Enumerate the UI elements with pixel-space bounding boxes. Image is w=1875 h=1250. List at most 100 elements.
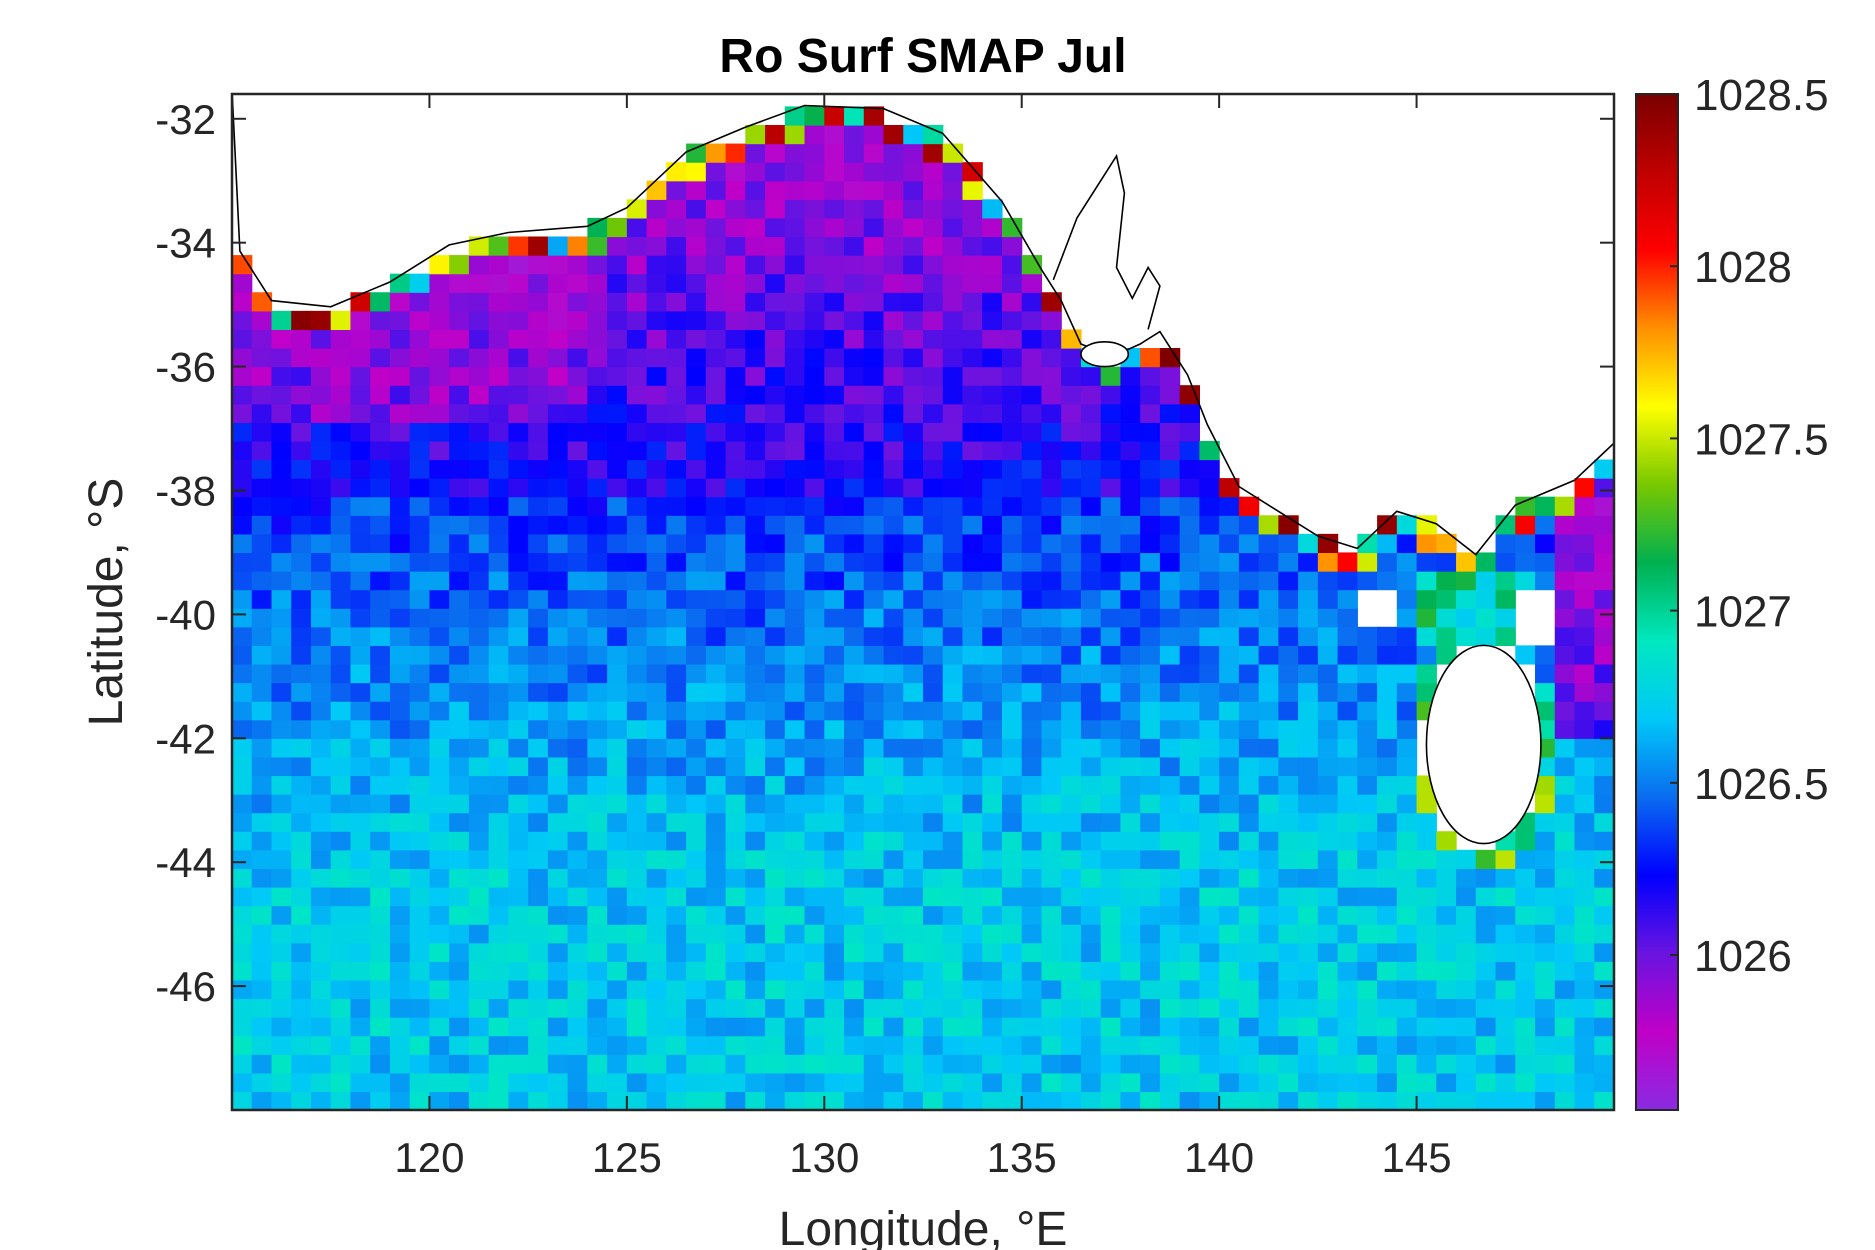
heatmap-cell [567,626,588,646]
heatmap-cell [1495,905,1516,925]
heatmap-cell [646,924,667,944]
heatmap-cell [765,310,786,331]
heatmap-cell [1140,886,1161,907]
heatmap-cell [686,422,707,442]
heatmap-cell [765,366,786,386]
heatmap-cell [863,589,885,609]
heatmap-cell [765,589,786,609]
heatmap-cell [251,998,273,1018]
heatmap-cell [1140,831,1161,851]
heatmap-cell [1535,1091,1556,1110]
heatmap-cell [1456,1017,1477,1037]
heatmap-cell [1219,868,1240,888]
heatmap-cell [1238,868,1260,888]
heatmap-cell [923,292,944,312]
heatmap-cell [626,533,648,554]
heatmap-cell [409,775,431,795]
heatmap-cell [725,1017,746,1037]
heatmap-cell [409,794,431,814]
heatmap-cell [607,533,628,554]
heatmap-cell [409,645,431,665]
heatmap-cell [942,589,964,609]
heatmap-cell [942,255,964,275]
heatmap-cell [962,478,983,498]
heatmap-cell [745,924,766,944]
heatmap-cell [942,552,964,572]
heatmap-cell [567,533,588,554]
heatmap-cell [1061,440,1082,461]
heatmap-cell [646,236,667,256]
heatmap-cell [468,1072,490,1093]
heatmap-cell [587,236,608,256]
heatmap-cell [962,366,983,386]
heatmap-cell [291,775,312,795]
heatmap-cell [1021,961,1043,981]
heatmap-cell [567,329,588,349]
heatmap-cell [646,1054,667,1074]
heatmap-cell [1396,794,1418,814]
heatmap-cell [883,608,904,628]
heatmap-cell [528,961,549,981]
heatmap-cell [962,626,983,646]
x-tick-label: 120 [394,1134,464,1181]
heatmap-cell [1140,775,1161,795]
heatmap-cell [725,162,746,182]
heatmap-cell [449,589,470,609]
heatmap-cell [765,533,786,554]
heatmap-cell [705,329,727,349]
heatmap-cell [626,1091,648,1110]
heatmap-cell [528,403,549,423]
heatmap-cell [1554,924,1576,944]
heatmap-cell [488,663,509,684]
heatmap-cell [330,589,352,609]
heatmap-cell [1278,701,1299,721]
heatmap-cell [1258,868,1279,888]
heatmap-cell [844,496,865,516]
heatmap-cell [1140,979,1161,1000]
heatmap-cell [1159,515,1181,535]
heatmap-cell [389,794,411,814]
heatmap-cell [370,849,391,869]
heatmap-cell [1021,979,1043,1000]
heatmap-cell [547,440,569,461]
heatmap-cell [567,682,588,702]
heatmap-cell [1080,422,1102,442]
heatmap-cell [725,348,746,368]
heatmap-cell [508,924,529,944]
heatmap-cell [488,924,509,944]
heatmap-cell [607,255,628,275]
heatmap-cell [824,143,845,163]
heatmap-cell [1041,682,1062,702]
heatmap-cell [330,1054,352,1074]
heatmap-cell [1120,812,1141,832]
heatmap-cell [1594,868,1614,888]
heatmap-cell [765,738,786,758]
heatmap-cell [824,162,845,182]
heatmap-cell [1061,831,1082,851]
heatmap-cell [903,292,924,312]
heatmap-cell [251,626,273,646]
heatmap-cell [587,348,608,368]
heatmap-cell [468,905,490,925]
heatmap-cell [1298,1072,1319,1093]
heatmap-cell [1278,849,1299,869]
heatmap-cell [1396,663,1418,684]
heatmap-cell [468,1017,490,1037]
heatmap-cell [1416,979,1437,1000]
heatmap-cell [844,348,865,368]
heatmap-cell [310,1035,332,1055]
heatmap-cell [784,292,806,312]
heatmap-cell [962,979,983,1000]
heatmap-cell [923,310,944,331]
heatmap-cell [1100,533,1122,554]
heatmap-cell [271,366,292,386]
heatmap-cell [251,348,273,368]
heatmap-cell [547,998,569,1018]
heatmap-cell [587,440,608,461]
y-axis-label: Latitude, °S [80,478,133,727]
heatmap-cell [528,905,549,925]
heatmap-cell [844,868,865,888]
heatmap-cell [725,533,746,554]
heatmap-cell [1179,756,1200,777]
heatmap-cell [1001,329,1023,349]
